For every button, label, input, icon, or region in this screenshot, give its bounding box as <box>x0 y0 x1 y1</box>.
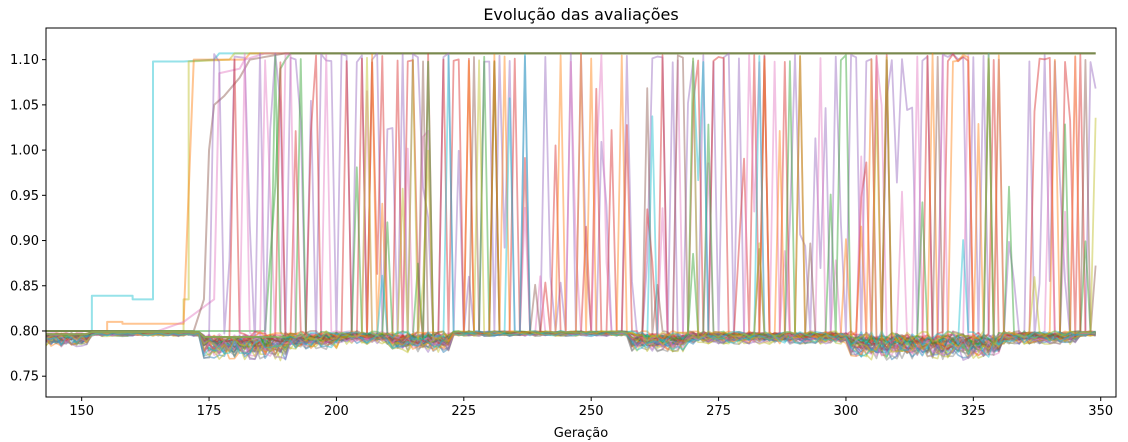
y-tick-label: 0.95 <box>10 189 39 204</box>
spiking-series-line <box>46 52 1096 345</box>
baseline-series-line <box>46 331 1096 356</box>
baseline-series-line <box>46 331 1096 348</box>
spiking-series-line <box>46 52 1096 346</box>
y-tick-label: 1.10 <box>10 53 39 68</box>
baseline-series-line <box>46 331 1096 353</box>
baseline-series-line <box>46 331 1096 352</box>
x-tick-label: 200 <box>324 404 349 419</box>
y-tick-label: 0.75 <box>10 370 39 385</box>
y-axis: 0.75 0.80 0.85 0.90 0.95 1.00 1.05 1.10 <box>10 53 46 385</box>
baseline-series-line <box>46 330 1096 342</box>
baseline-series-line <box>46 331 1096 354</box>
baseline-series-line <box>46 331 1096 356</box>
high-series-line <box>46 52 1096 332</box>
baseline-series-line <box>46 330 1096 344</box>
baseline-series-line <box>46 331 1096 356</box>
series-layer <box>46 52 1097 362</box>
baseline-series-line <box>46 331 1096 354</box>
baseline-series-line <box>46 330 1096 345</box>
baseline-series-line <box>46 331 1096 361</box>
x-tick-label: 225 <box>451 404 476 419</box>
baseline-series-line <box>46 331 1096 361</box>
x-axis-label: Geração <box>554 426 608 441</box>
baseline-series-line <box>46 331 1096 361</box>
x-tick-label: 150 <box>69 404 94 419</box>
baseline-series-line <box>46 331 1096 357</box>
x-tick-label: 250 <box>579 404 604 419</box>
baseline-series-line <box>46 331 1096 355</box>
high-series-line <box>46 52 1096 332</box>
spiking-series-line <box>46 52 1097 345</box>
spiking-series-line <box>46 53 1096 344</box>
high-series-line <box>46 52 1096 332</box>
high-series-line <box>46 52 1096 332</box>
baseline-series-line <box>46 331 1096 352</box>
spiking-series-line <box>46 54 1097 346</box>
baseline-series-line <box>46 331 1096 358</box>
baseline-series-line <box>46 331 1096 348</box>
baseline-series-line <box>46 331 1096 354</box>
x-tick-label: 300 <box>834 404 859 419</box>
x-tick-label: 175 <box>197 404 222 419</box>
baseline-series-line <box>46 331 1096 350</box>
high-series-line <box>46 52 1096 332</box>
chart-title: Evolução das avaliações <box>483 5 678 24</box>
baseline-series-line <box>46 331 1096 360</box>
x-tick-label: 275 <box>706 404 731 419</box>
baseline-series-line <box>46 331 1096 355</box>
baseline-series-line <box>46 330 1096 341</box>
baseline-series-line <box>46 331 1096 352</box>
baseline-series-line <box>46 331 1096 354</box>
x-tick-label: 325 <box>961 404 986 419</box>
baseline-series-line <box>46 330 1096 344</box>
plot-frame <box>45 27 1117 398</box>
x-axis: 150 175 200 225 250 275 300 325 350 <box>69 397 1113 419</box>
baseline-series-line <box>46 331 1096 350</box>
baseline-series-line <box>46 331 1096 348</box>
baseline-series-line <box>46 331 1096 353</box>
baseline-series-line <box>46 331 1096 357</box>
baseline-series-line <box>46 331 1096 346</box>
high-series-line <box>46 52 1096 332</box>
baseline-series-line <box>46 330 1096 343</box>
y-tick-label: 1.00 <box>10 144 39 159</box>
y-tick-label: 0.85 <box>10 279 39 294</box>
baseline-series-line <box>46 331 1097 361</box>
y-tick-label: 0.80 <box>10 324 39 339</box>
spiking-series-line <box>46 54 1097 346</box>
baseline-series-line <box>46 331 1096 352</box>
y-tick-label: 0.90 <box>10 234 39 249</box>
baseline-series-line <box>46 331 1096 354</box>
x-tick-label: 350 <box>1088 404 1113 419</box>
y-tick-label: 1.05 <box>10 98 39 113</box>
baseline-series-line <box>46 331 1096 354</box>
baseline-series-line <box>46 331 1096 361</box>
spiking-series-line <box>46 52 1096 346</box>
baseline-series-line <box>46 331 1096 351</box>
spiking-series-line <box>46 54 1096 346</box>
baseline-series-line <box>46 331 1096 362</box>
